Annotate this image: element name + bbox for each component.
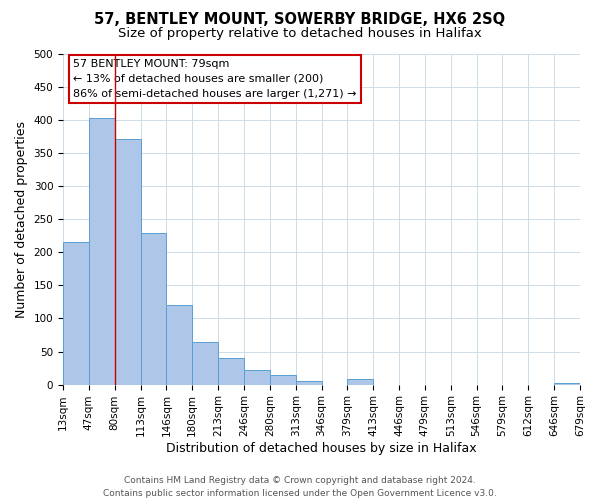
Bar <box>192 342 218 384</box>
Text: Size of property relative to detached houses in Halifax: Size of property relative to detached ho… <box>118 28 482 40</box>
Bar <box>347 380 373 384</box>
Bar <box>115 138 140 384</box>
Bar <box>89 118 115 384</box>
Bar <box>166 306 192 384</box>
Text: Contains HM Land Registry data © Crown copyright and database right 2024.
Contai: Contains HM Land Registry data © Crown c… <box>103 476 497 498</box>
Text: 57, BENTLEY MOUNT, SOWERBY BRIDGE, HX6 2SQ: 57, BENTLEY MOUNT, SOWERBY BRIDGE, HX6 2… <box>94 12 506 28</box>
Bar <box>244 370 270 384</box>
Bar <box>296 382 322 384</box>
Bar <box>270 374 296 384</box>
Bar <box>554 382 580 384</box>
Y-axis label: Number of detached properties: Number of detached properties <box>15 121 28 318</box>
Bar <box>63 242 89 384</box>
Text: 57 BENTLEY MOUNT: 79sqm
← 13% of detached houses are smaller (200)
86% of semi-d: 57 BENTLEY MOUNT: 79sqm ← 13% of detache… <box>73 59 357 98</box>
X-axis label: Distribution of detached houses by size in Halifax: Distribution of detached houses by size … <box>166 442 477 455</box>
Bar <box>140 232 166 384</box>
Bar <box>218 358 244 384</box>
